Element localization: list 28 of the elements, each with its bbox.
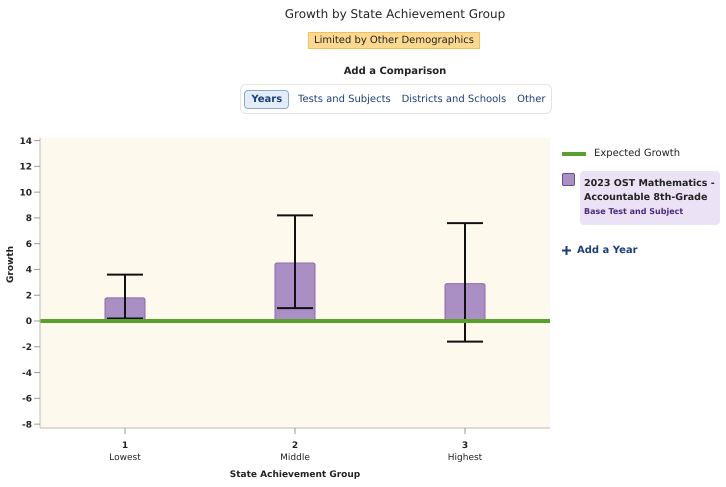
y-tick-label: 4 [26,266,32,276]
x-axis-title: State Achievement Group [230,470,361,480]
text: Years [244,90,290,108]
chart-title: Growth by State Achievement Group [284,7,506,21]
x-tick-label: 3 Highest [448,441,483,463]
y-tick-label: -6 [22,394,32,405]
text: Add a Comparison [342,66,448,77]
text: Other [516,92,547,106]
legend-label: 2023 OST Mathematics - Accountable 8th-Grade [584,177,716,205]
text: Tests and Subjects [297,92,392,106]
text: Add a Year [577,245,638,256]
y-tick-label: 6 [26,240,32,250]
y-tick-label: 12 [19,162,32,173]
text: Districts and Schools [400,92,508,106]
y-tick-label: -8 [22,420,32,430]
y-tick-label: 10 [19,188,32,198]
legend-label: Expected Growth [594,148,680,159]
x-tick-label: 2 Middle [280,441,310,463]
y-tick-label: 2 [26,291,32,302]
y-tick-label: -4 [22,368,32,379]
x-tick-label: 1 Lowest [109,441,142,463]
y-tick-label: 8 [26,214,32,224]
y-tick-label: 0 [26,317,32,328]
text: Base Test and Subject [584,206,684,218]
y-axis-title: Growth [6,246,16,283]
y-tick-label: 14 [19,136,32,147]
y-tick-label: -2 [22,342,32,353]
text: Limited by Other Demographics [308,32,480,49]
